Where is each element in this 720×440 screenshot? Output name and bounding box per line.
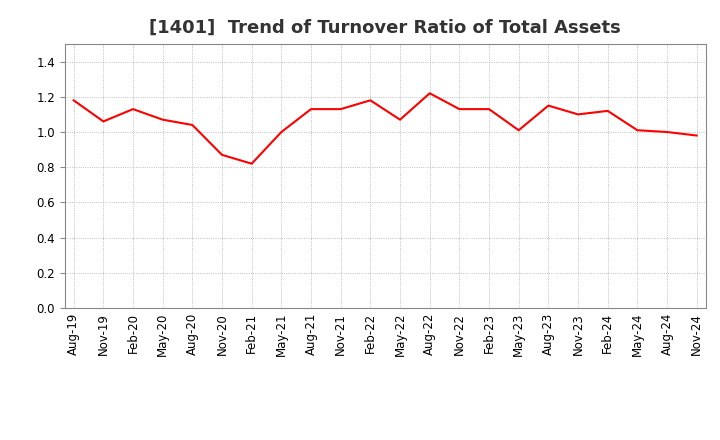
Title: [1401]  Trend of Turnover Ratio of Total Assets: [1401] Trend of Turnover Ratio of Total … xyxy=(149,19,621,37)
